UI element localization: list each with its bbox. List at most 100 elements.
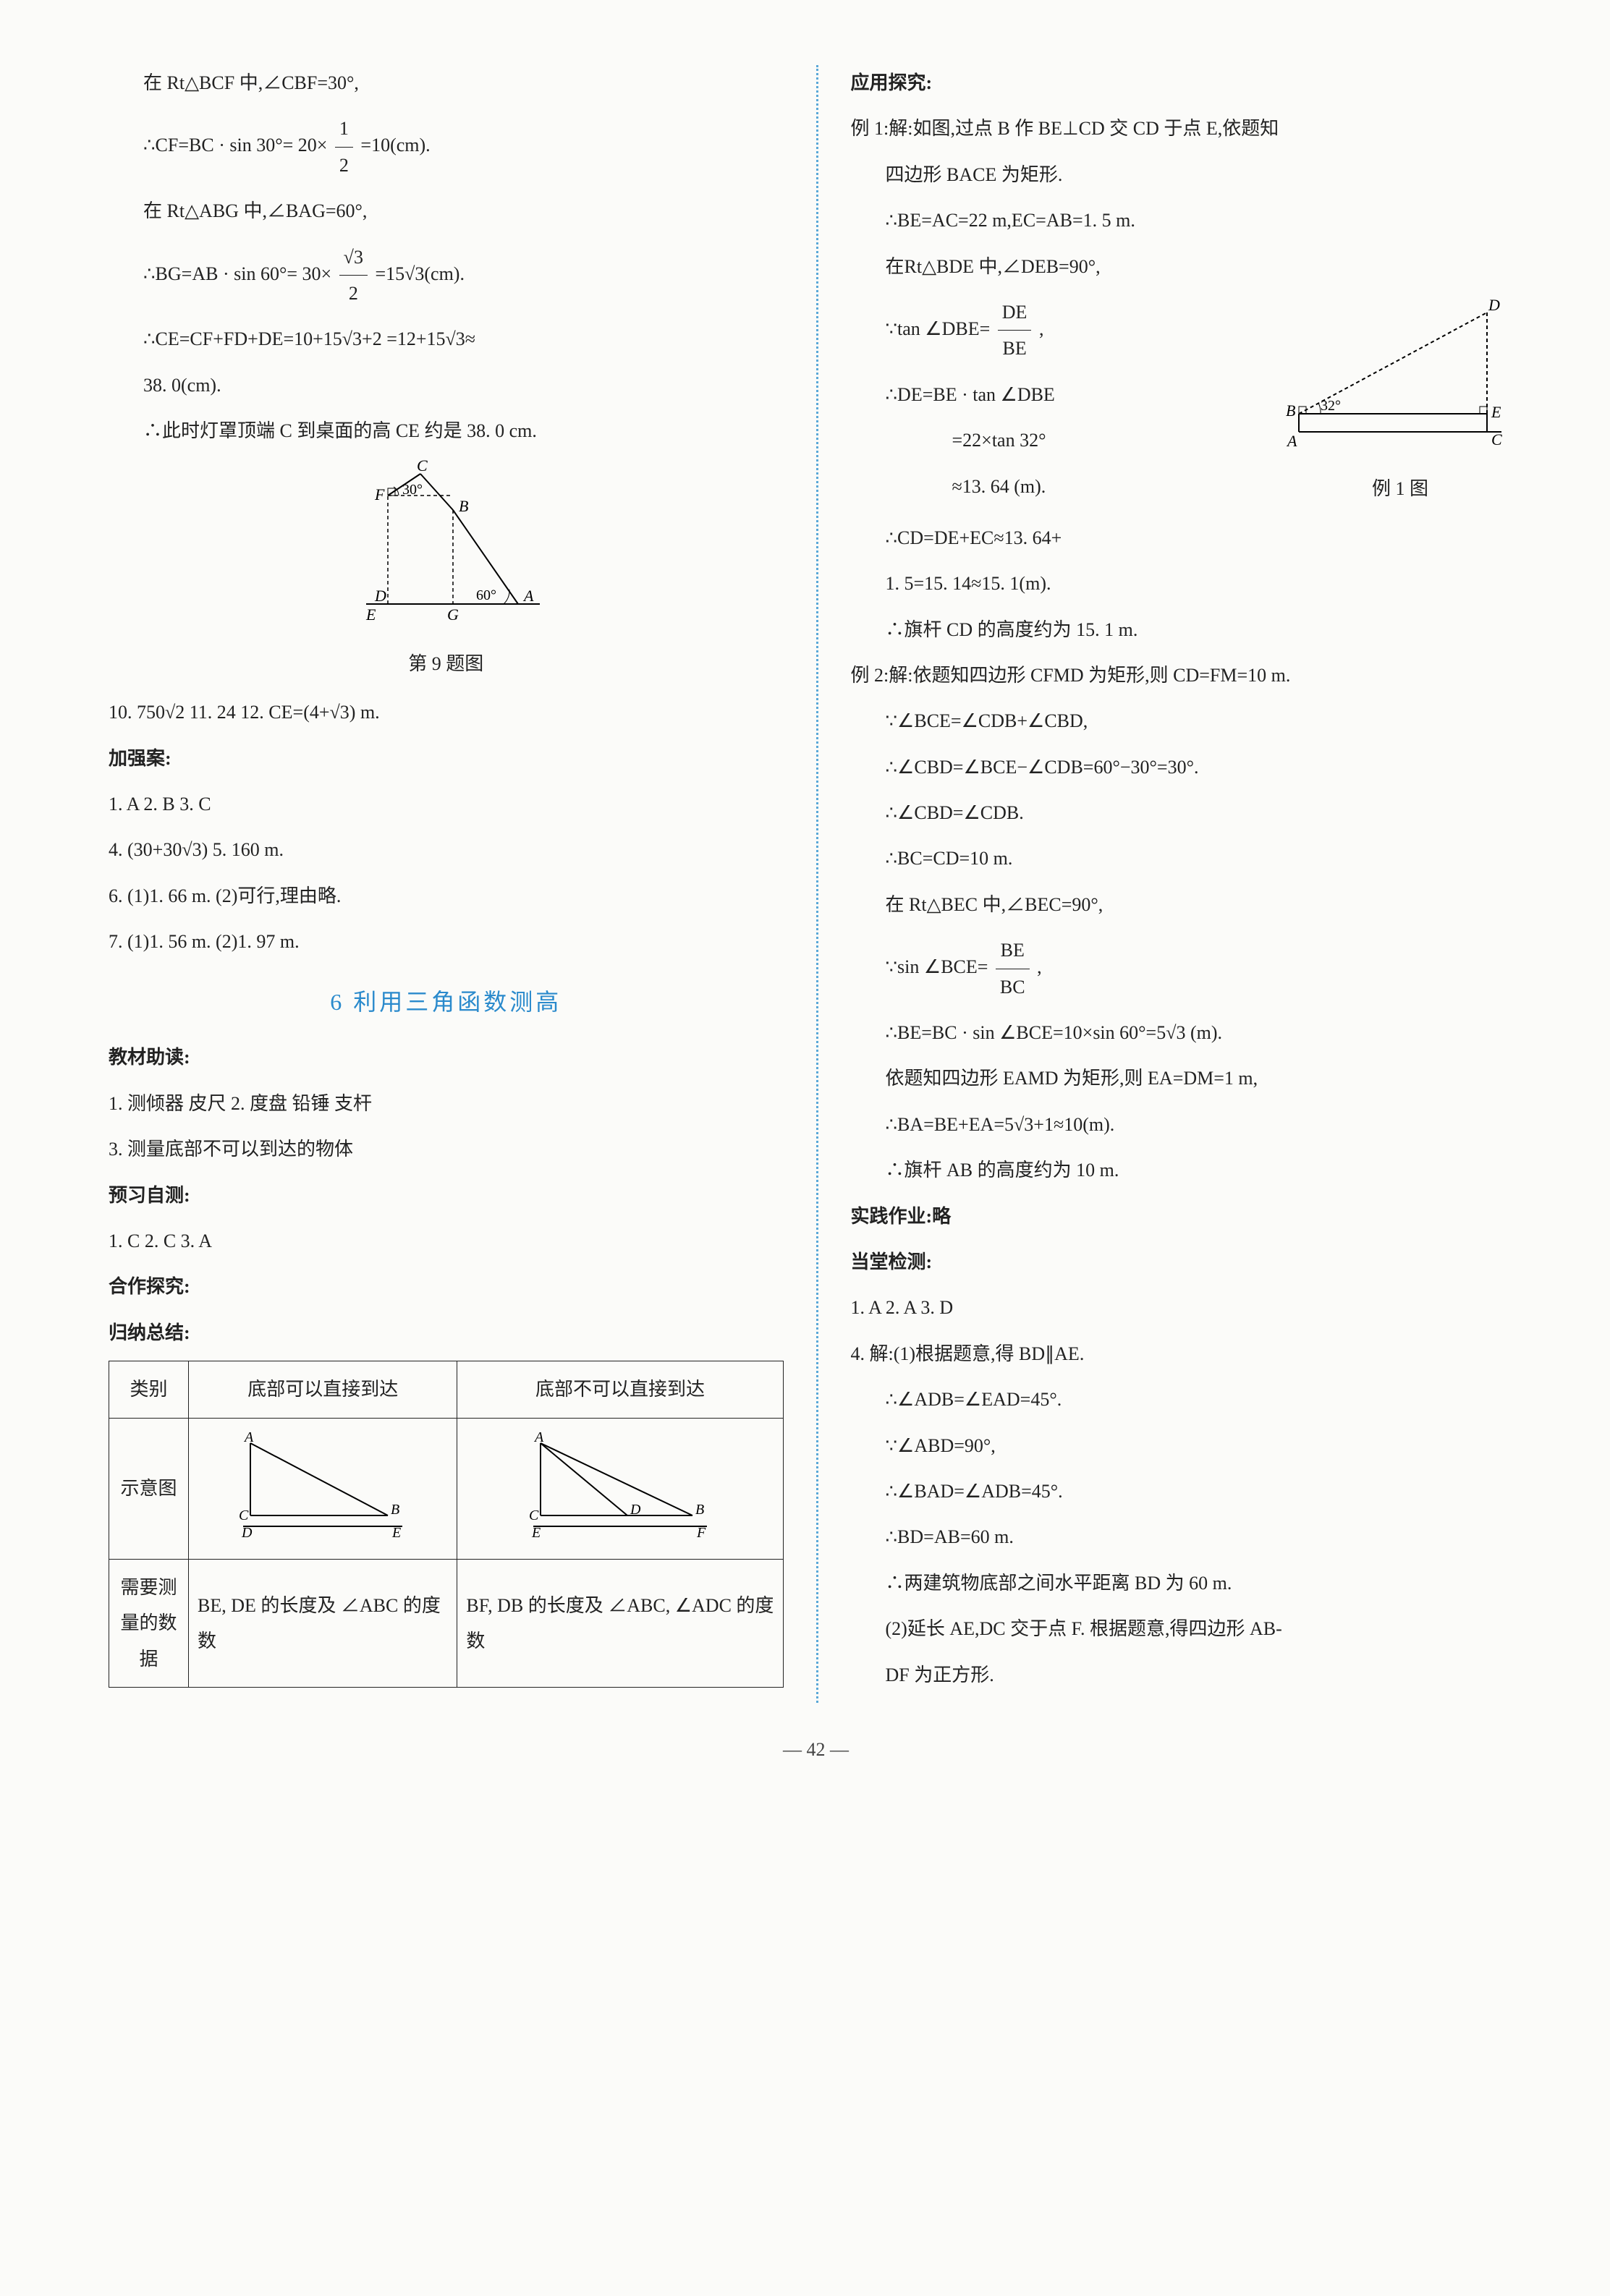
text-line: 例 1:解:如图,过点 B 作 BE⊥CD 交 CD 于点 E,依题知 [851, 111, 1524, 146]
text-line: ∵∠ABD=90°, [851, 1428, 1524, 1463]
table-row: 类别 底部可以直接到达 底部不可以直接到达 [109, 1361, 784, 1418]
fraction: √3 2 [339, 239, 368, 312]
svg-text:D: D [241, 1525, 253, 1537]
text-line: ∴两建筑物底部之间水平距离 BD 为 60 m. [851, 1565, 1524, 1601]
svg-text:A: A [522, 587, 534, 605]
text-line: ∴CE=CF+FD+DE=10+15√3+2 =12+15√3≈ [109, 321, 784, 357]
svg-text:A: A [1286, 432, 1297, 450]
svg-text:B: B [459, 497, 468, 515]
svg-text:A: A [243, 1429, 254, 1445]
table-cell: BE, DE 的长度及 ∠ABC 的度数 [189, 1559, 457, 1687]
fraction: 1 2 [335, 111, 353, 183]
subheading: 教材助读: [109, 1039, 784, 1075]
page-number: — 42 — [109, 1732, 1523, 1767]
text-line: ∴旗杆 CD 的高度约为 15. 1 m. [851, 612, 1524, 647]
table-cell: 底部不可以直接到达 [457, 1361, 783, 1418]
subheading: 实践作业:略 [851, 1199, 1524, 1234]
text-line: 在Rt△BDE 中,∠DEB=90°, [851, 249, 1524, 284]
svg-text:C: C [239, 1508, 249, 1523]
answer-line: 6. (1)1. 66 m. (2)可行,理由略. [109, 878, 784, 914]
table-row: 示意图 A B C D E [109, 1418, 784, 1559]
svg-text:D: D [630, 1502, 641, 1518]
svg-text:B: B [391, 1502, 399, 1518]
text-line: ∴CD=DE+EC≈13. 64+ [851, 520, 1524, 556]
text-line: 1. 5=15. 14≈15. 1(m). [851, 566, 1524, 601]
svg-text:E: E [391, 1525, 401, 1537]
svg-text:32°: 32° [1321, 398, 1341, 414]
table-cell: 需要测量的数据 [109, 1559, 189, 1687]
text-line: ∴∠CBD=∠BCE−∠CDB=60°−30°=30°. [851, 749, 1524, 785]
text-line: ∵∠BCE=∠CDB+∠CBD, [851, 703, 1524, 739]
answer-line: 1. C 2. C 3. A [109, 1223, 784, 1259]
table-figure-1: A B C D E [229, 1429, 417, 1537]
svg-text:C: C [1491, 430, 1502, 448]
svg-text:D: D [1488, 296, 1500, 314]
text-line: ∴BC=CD=10 m. [851, 841, 1524, 876]
answer-line: 1. A 2. B 3. C [109, 786, 784, 822]
table-cell: 底部可以直接到达 [189, 1361, 457, 1418]
text-line: ∴BG=AB · sin 60°= 30× √3 2 =15√3(cm). [109, 239, 784, 312]
fraction: BE BC [996, 932, 1030, 1005]
svg-text:30°: 30° [402, 482, 423, 498]
answer-line: 4. (30+30√3) 5. 160 m. [109, 832, 784, 867]
fraction: DE BE [998, 294, 1032, 367]
answer-line: 10. 750√2 11. 24 12. CE=(4+√3) m. [109, 694, 784, 730]
text-line: ∴BD=AB=60 m. [851, 1519, 1524, 1555]
figure-example-1: D B E A C 32° 例 1 图 [1277, 294, 1523, 520]
text-line: 1. 测倾器 皮尺 2. 度盘 铅锤 支杆 [109, 1086, 784, 1121]
answer-line: 1. A 2. A 3. D [851, 1290, 1524, 1325]
text-line: 在 Rt△ABG 中,∠BAG=60°, [109, 193, 784, 229]
text-line: ∴CF=BC · sin 30°= 20× 1 2 =10(cm). [109, 111, 784, 183]
table-cell: 示意图 [109, 1418, 189, 1559]
svg-text:B: B [695, 1502, 704, 1518]
subheading: 当堂检测: [851, 1244, 1524, 1280]
text-line: ∴BE=AC=22 m,EC=AB=1. 5 m. [851, 203, 1524, 238]
subheading: 加强案: [109, 741, 784, 776]
text-line: ∴∠CBD=∠CDB. [851, 795, 1524, 830]
text-line: 4. 解:(1)根据题意,得 BD∥AE. [851, 1336, 1524, 1372]
text-line: 3. 测量底部不可以到达的物体 [109, 1131, 784, 1167]
table-cell: 类别 [109, 1361, 189, 1418]
text-line: ∴此时灯罩顶端 C 到桌面的高 CE 约是 38. 0 cm. [109, 413, 784, 448]
svg-text:G: G [447, 605, 459, 624]
svg-text:C: C [529, 1508, 539, 1523]
svg-text:B: B [1286, 401, 1295, 420]
text-line: 在 Rt△BCF 中,∠CBF=30°, [109, 65, 784, 101]
table-cell: BF, DB 的长度及 ∠ABC, ∠ADC 的度数 [457, 1559, 783, 1687]
text-line: 依题知四边形 EAMD 为矩形,则 EA=DM=1 m, [851, 1060, 1524, 1096]
svg-text:F: F [374, 485, 385, 503]
text-line: ∴BE=BC · sin ∠BCE=10×sin 60°=5√3 (m). [851, 1015, 1524, 1050]
svg-text:F: F [696, 1525, 706, 1537]
svg-text:E: E [1491, 403, 1501, 421]
text-line: ∴旗杆 AB 的高度约为 10 m. [851, 1152, 1524, 1188]
table-cell: A B C D E [189, 1418, 457, 1559]
subheading: 合作探究: [109, 1269, 784, 1304]
text-line: 四边形 BACE 为矩形. [851, 157, 1524, 192]
svg-text:C: C [417, 459, 428, 475]
table-cell: A B C D E F [457, 1418, 783, 1559]
subheading: 应用探究: [851, 65, 1524, 101]
summary-table: 类别 底部可以直接到达 底部不可以直接到达 示意图 A B C D [109, 1361, 784, 1688]
text-line: DF 为正方形. [851, 1657, 1524, 1693]
text-line: ∵sin ∠BCE= BE BC , [851, 932, 1524, 1005]
svg-text:A: A [533, 1429, 544, 1445]
table-row: 需要测量的数据 BE, DE 的长度及 ∠ABC 的度数 BF, DB 的长度及… [109, 1559, 784, 1687]
svg-text:E: E [365, 605, 376, 624]
figure-caption: 第 9 题图 [109, 646, 784, 681]
svg-text:E: E [531, 1525, 541, 1537]
subheading: 归纳总结: [109, 1315, 784, 1351]
table-figure-2: A B C D E F [519, 1429, 721, 1537]
text-line: 38. 0(cm). [109, 367, 784, 403]
figure-caption: 例 1 图 [1277, 471, 1523, 506]
subheading: 预习自测: [109, 1178, 784, 1213]
svg-text:D: D [374, 587, 386, 605]
section-title: 6 利用三角函数测高 [109, 980, 784, 1024]
figure-9: C F B D E G A 30° 60° [109, 459, 784, 637]
text-line: (2)延长 AE,DC 交于点 F. 根据题意,得四边形 AB- [851, 1611, 1524, 1646]
text-line: ∴∠ADB=∠EAD=45°. [851, 1382, 1524, 1417]
answer-line: 7. (1)1. 56 m. (2)1. 97 m. [109, 924, 784, 959]
svg-text:60°: 60° [476, 587, 496, 603]
text-line: 例 2:解:依题知四边形 CFMD 为矩形,则 CD=FM=10 m. [851, 658, 1524, 693]
text-line: ∴∠BAD=∠ADB=45°. [851, 1474, 1524, 1509]
text-line: ∴BA=BE+EA=5√3+1≈10(m). [851, 1107, 1524, 1142]
